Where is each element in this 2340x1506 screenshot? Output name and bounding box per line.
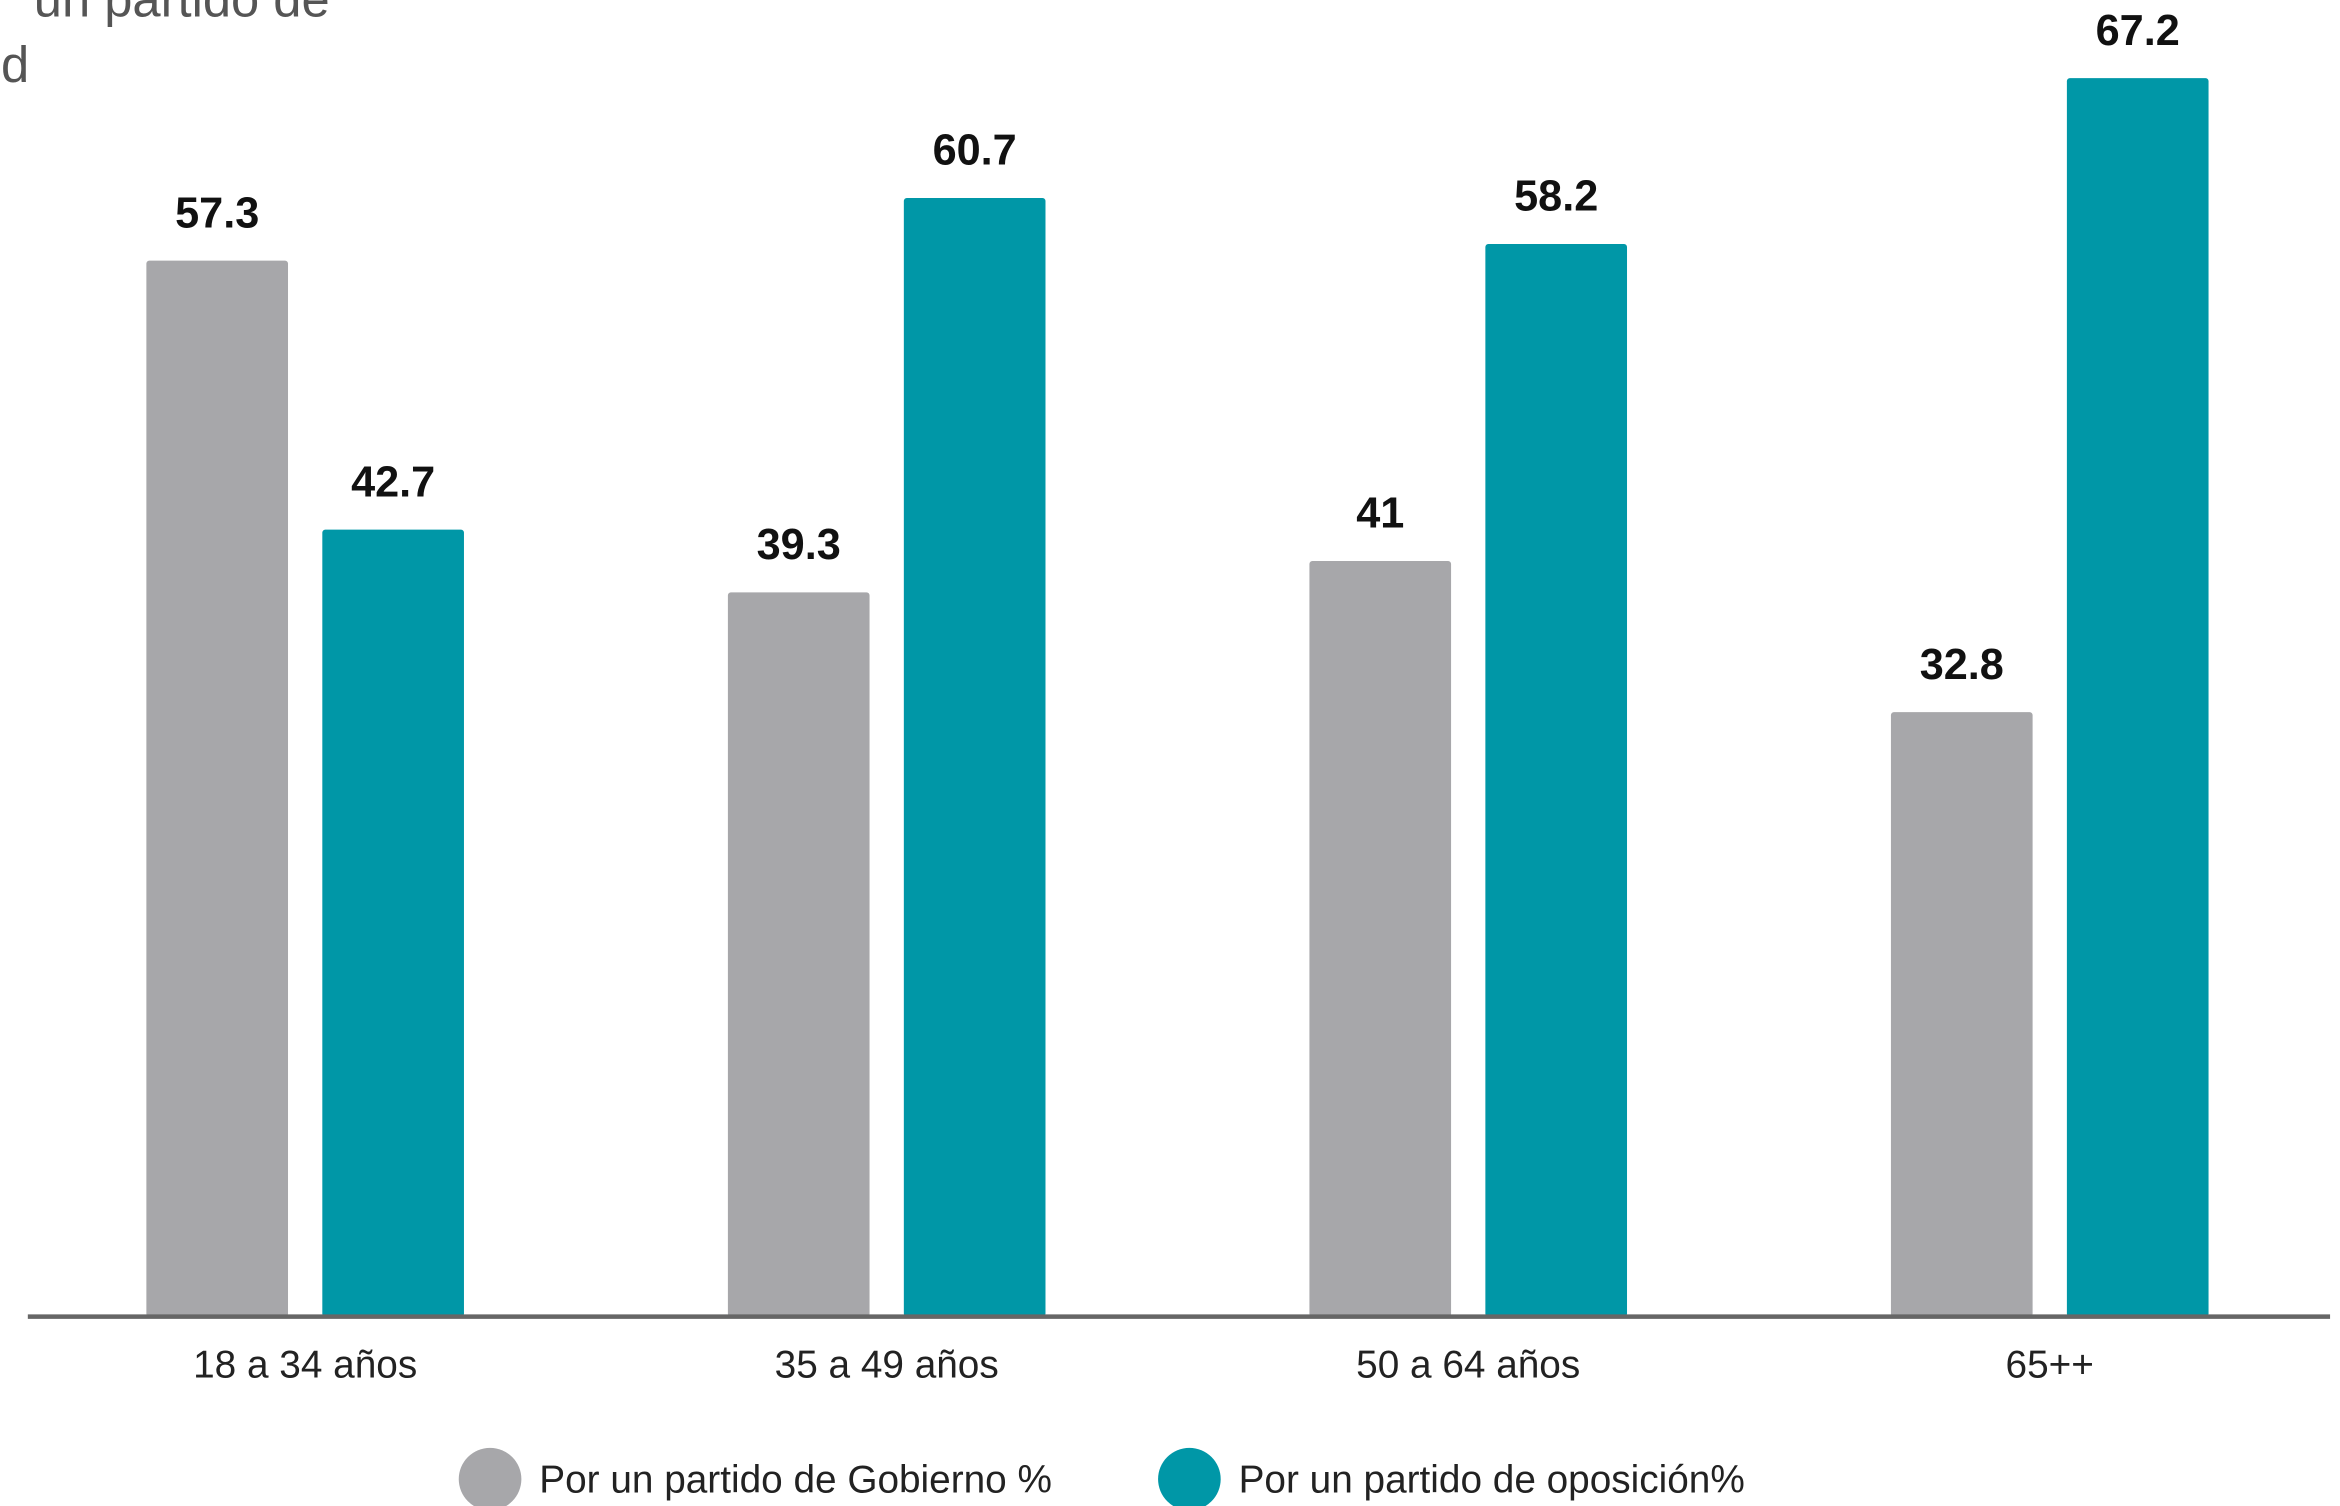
legend-swatch bbox=[458, 1447, 522, 1506]
bar bbox=[1485, 244, 1628, 1317]
value-label: 67.2 bbox=[2096, 7, 2180, 55]
value-label: 42.7 bbox=[351, 458, 435, 506]
value-label: 41 bbox=[1356, 490, 1404, 538]
x-tick-label: 50 a 64 años bbox=[1356, 1344, 1580, 1387]
title-fragment: un partido de bbox=[34, 0, 330, 27]
bar bbox=[146, 260, 289, 1317]
bar bbox=[727, 592, 870, 1317]
bar bbox=[1309, 561, 1452, 1317]
bar bbox=[1890, 712, 2033, 1317]
x-tick-label: 65++ bbox=[2006, 1344, 2094, 1387]
x-tick-label: 35 a 49 años bbox=[775, 1344, 999, 1387]
bar bbox=[322, 529, 464, 1317]
x-tick-label: 18 a 34 años bbox=[193, 1344, 417, 1387]
value-label: 60.7 bbox=[933, 127, 1017, 175]
value-label: 57.3 bbox=[175, 189, 259, 237]
value-label: 32.8 bbox=[1920, 641, 2004, 689]
bar bbox=[2066, 78, 2209, 1317]
legend-label: Por un partido de oposición% bbox=[1239, 1458, 1745, 1501]
value-label: 39.3 bbox=[757, 521, 841, 569]
title-fragment: d bbox=[1, 36, 29, 93]
legend-swatch bbox=[1158, 1447, 1221, 1506]
value-label: 58.2 bbox=[1514, 173, 1598, 221]
bar bbox=[903, 197, 1046, 1317]
legend-label: Por un partido de Gobierno % bbox=[539, 1458, 1052, 1501]
